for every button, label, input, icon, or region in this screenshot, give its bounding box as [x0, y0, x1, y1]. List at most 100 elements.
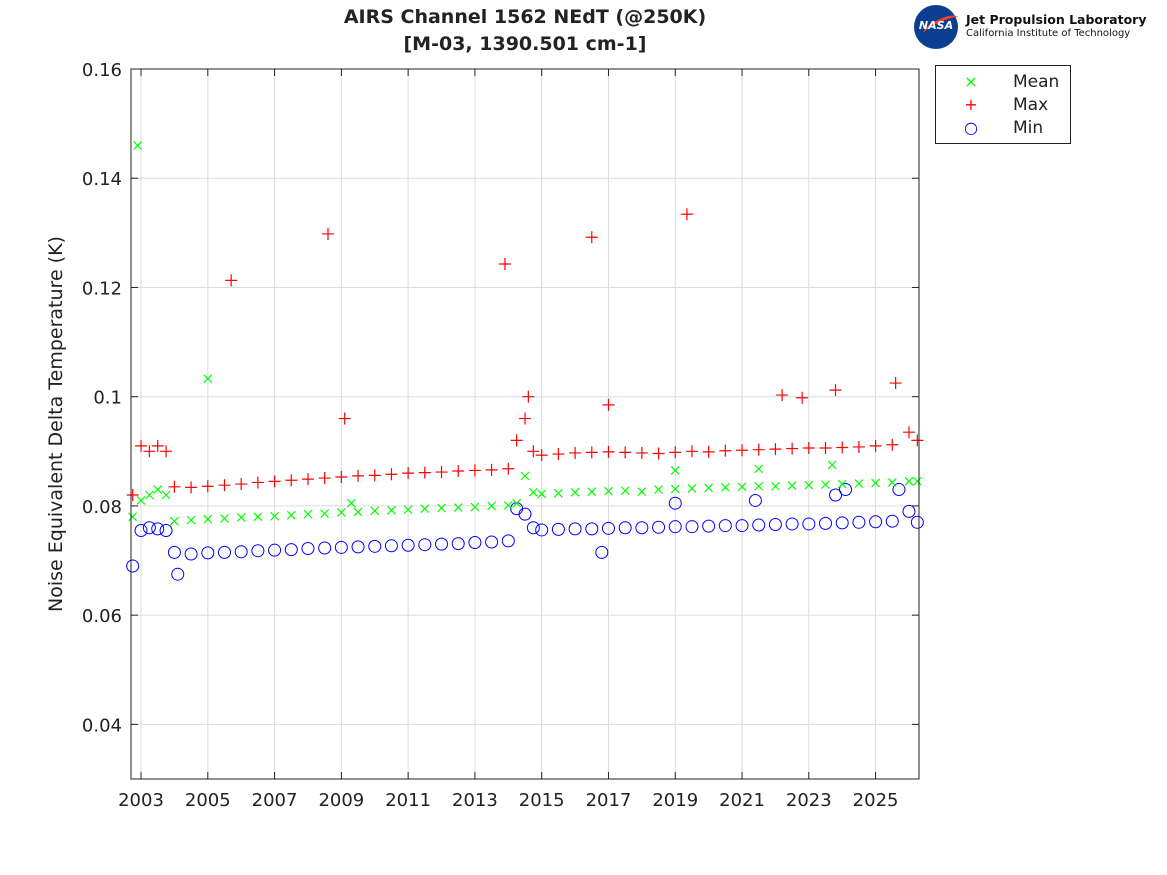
point-mean [387, 505, 396, 515]
x-marker-icon: × [964, 72, 978, 91]
point-mean [720, 482, 730, 492]
point-mean [537, 489, 547, 499]
point-mean [186, 515, 196, 525]
point-max [829, 384, 842, 397]
point-min [159, 524, 173, 537]
point-max [902, 426, 915, 439]
point-min [635, 521, 649, 535]
x-tick-label: 2017 [586, 790, 632, 811]
point-mean [203, 514, 213, 524]
point-max [685, 445, 698, 458]
grid [131, 68, 919, 779]
point-max [602, 445, 615, 458]
x-tick-label: 2021 [719, 790, 765, 811]
point-min [902, 504, 916, 518]
point-mean [487, 501, 497, 511]
legend-item-mean: × Mean [936, 71, 1070, 93]
point-mean [512, 498, 522, 508]
plus-marker-icon: + [964, 95, 978, 114]
legend-label-mean: Mean [1013, 72, 1060, 92]
point-max [218, 479, 231, 492]
point-min [318, 541, 332, 555]
point-mean [169, 516, 179, 526]
point-mean [144, 490, 154, 500]
chart-title-line2: [M-03, 1390.501 cm-1] [403, 33, 647, 55]
point-min [418, 538, 432, 552]
point-max [786, 442, 799, 455]
point-max [652, 447, 665, 460]
point-min [869, 515, 883, 529]
point-max [519, 412, 531, 425]
point-min [752, 518, 766, 532]
point-max [418, 466, 431, 479]
point-max [796, 391, 809, 404]
point-mean [587, 487, 597, 497]
point-max [680, 208, 693, 221]
point-max [160, 445, 173, 458]
x-tick-label: 2025 [853, 790, 899, 811]
point-mean [754, 464, 764, 474]
point-mean [827, 460, 837, 470]
point-min [268, 543, 282, 557]
point-mean [346, 498, 356, 508]
point-mean [670, 484, 680, 494]
point-mean [887, 478, 897, 487]
point-mean [654, 485, 663, 494]
point-min [126, 559, 140, 573]
y-tick-label: 0.12 [82, 278, 122, 299]
point-max [752, 443, 765, 456]
point-max [135, 439, 148, 452]
point-max [719, 444, 732, 457]
point-max [435, 466, 448, 479]
point-mean [403, 505, 413, 515]
point-min [802, 517, 816, 531]
point-min [167, 545, 181, 559]
point-max [911, 434, 924, 447]
point-min [510, 502, 524, 516]
point-max [151, 439, 164, 452]
point-min [334, 540, 348, 554]
point-mean [770, 481, 780, 491]
point-mean [136, 496, 146, 505]
point-mean [503, 500, 513, 510]
point-max [268, 475, 281, 488]
nasa-emblem-text: NASA [918, 19, 954, 32]
x-tick-label: 2019 [652, 790, 698, 811]
point-mean [912, 476, 922, 486]
y-tick-label: 0.08 [82, 497, 122, 518]
point-max [498, 257, 511, 270]
point-mean [303, 509, 313, 519]
point-min [251, 544, 265, 558]
point-mean [133, 141, 143, 150]
y-tick-label: 0.04 [82, 715, 122, 736]
plot-area-frame [130, 68, 920, 780]
point-max [635, 446, 648, 459]
point-max [318, 472, 331, 485]
point-max [769, 443, 782, 456]
axis-ticks: 2003 2005 2007 2009 2011 2013 2015 2017 2019 2021… [82, 60, 919, 811]
point-max [201, 480, 214, 493]
point-min [384, 539, 398, 553]
point-mean [854, 479, 864, 488]
point-max [510, 434, 523, 447]
y-tick-label: 0.16 [82, 60, 122, 81]
point-max [535, 449, 548, 462]
point-min [535, 523, 549, 537]
point-mean [687, 484, 697, 493]
point-max [368, 469, 381, 482]
point-max [819, 442, 832, 455]
point-min [819, 516, 833, 530]
point-max [143, 445, 156, 458]
point-max [802, 442, 815, 455]
point-min [435, 537, 449, 551]
point-min [768, 517, 782, 531]
point-min [718, 519, 732, 533]
point-max [352, 469, 365, 482]
legend-label-min: Min [1013, 118, 1044, 138]
point-min [468, 536, 482, 550]
point-max [168, 480, 181, 493]
point-max [185, 481, 198, 494]
point-min [748, 493, 762, 507]
point-mean [804, 480, 814, 490]
point-mean [161, 490, 171, 500]
